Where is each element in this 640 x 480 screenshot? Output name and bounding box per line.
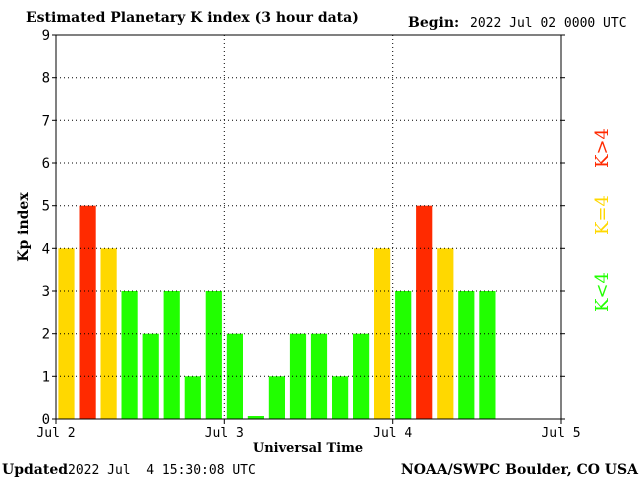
updated-value: 2022 Jul 4 15:30:08 UTC: [68, 463, 256, 478]
y-tick-label: 6: [42, 156, 50, 172]
kp-bar: [226, 333, 243, 419]
kp-bar: [205, 291, 222, 419]
kp-bar: [332, 376, 349, 419]
kp-bar: [247, 416, 264, 419]
grid-group: [56, 35, 561, 419]
y-tick-label: 9: [42, 28, 50, 44]
x-axis-ticks: Jul 2 Jul 3 Jul 4 Jul 5: [36, 419, 581, 441]
kp-bar: [58, 248, 75, 419]
begin-label: Begin:: [408, 15, 459, 31]
kp-bar: [163, 291, 180, 419]
legend-low: K<4: [592, 272, 613, 312]
kp-bar: [479, 291, 496, 419]
y-tick-label: 0: [42, 412, 50, 428]
y-tick-label: 3: [42, 284, 50, 300]
kp-bar: [310, 333, 328, 419]
x-axis-label: Universal Time: [253, 441, 363, 456]
kp-bar: [268, 376, 285, 419]
kp-bar: [395, 291, 412, 419]
y-tick-label: 5: [42, 199, 50, 215]
kp-bar: [184, 376, 201, 419]
legend-high: K>4: [592, 128, 613, 168]
bars-group: [58, 205, 496, 419]
y-tick-label: 7: [42, 113, 50, 129]
x-tick-label: Jul 5: [541, 426, 580, 441]
kp-bar: [353, 333, 370, 419]
kp-bar: [121, 291, 138, 419]
y-axis-ticks: 0 1 2 3 4 5 6 7 8 9: [42, 28, 565, 428]
kp-bar: [374, 248, 391, 419]
x-tick-label: Jul 3: [205, 426, 244, 441]
kp-bar: [142, 333, 159, 419]
updated-label: Updated: [2, 462, 68, 478]
legend-equal: K=4: [592, 195, 613, 235]
kp-bar: [289, 333, 307, 419]
begin-value: 2022 Jul 02 0000 UTC: [470, 16, 627, 31]
x-tick-label: Jul 2: [36, 426, 75, 441]
y-axis-label: Kp index: [16, 192, 32, 262]
kp-bar: [416, 205, 433, 419]
y-tick-label: 2: [42, 327, 50, 343]
source-label: NOAA/SWPC Boulder, CO USA: [401, 462, 639, 478]
kp-bar: [437, 248, 454, 419]
kp-bar: [79, 205, 96, 419]
x-tick-label: Jul 4: [373, 426, 412, 441]
kp-bar: [458, 291, 475, 419]
plot-frame: [55, 34, 562, 420]
y-tick-label: 4: [42, 241, 50, 257]
y-tick-label: 1: [42, 369, 50, 385]
chart-title: Estimated Planetary K index (3 hour data…: [26, 10, 359, 26]
y-tick-label: 8: [42, 71, 50, 87]
